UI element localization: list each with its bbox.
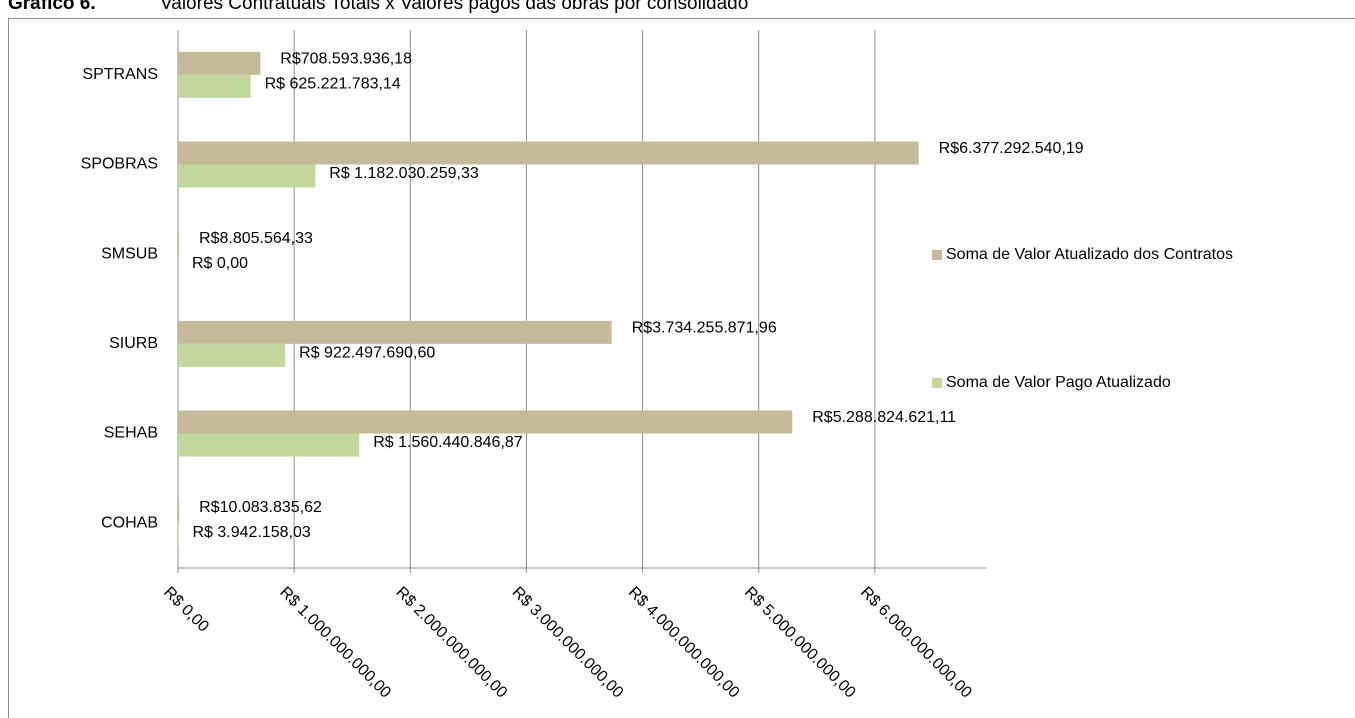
data-label: R$ 625.221.783,14 — [265, 76, 401, 93]
x-tick-label: R$ 0,00 — [160, 584, 212, 636]
x-tick-label: R$ 4.000.000.000,00 — [625, 584, 743, 702]
bar — [178, 433, 360, 457]
data-label: R$ 3.942.158,03 — [192, 524, 310, 541]
chart-title: Gráfico 6. — [8, 0, 96, 14]
data-label: R$ 0,00 — [192, 255, 248, 272]
bar — [178, 231, 180, 255]
chart-subtitle: Valores Contratuais Totais x Valores pag… — [160, 0, 748, 14]
data-label: R$ 1.560.440.846,87 — [373, 434, 523, 451]
bar — [178, 141, 919, 165]
x-tick-label: R$ 6.000.000.000,00 — [857, 584, 975, 702]
bar — [178, 51, 261, 75]
legend-swatch — [932, 378, 942, 388]
bar — [178, 320, 612, 344]
y-tick-label: SMSUB — [101, 245, 158, 262]
bar — [178, 410, 793, 434]
data-label: R$6.377.292.540,19 — [939, 140, 1084, 157]
bar — [178, 164, 316, 188]
y-tick-label: SEHAB — [104, 425, 158, 442]
x-tick-label: R$ 5.000.000.000,00 — [741, 584, 859, 702]
data-label: R$ 922.497.690,60 — [299, 345, 435, 362]
data-label: R$8.805.564,33 — [199, 230, 313, 247]
legend-label: Soma de Valor Pago Atualizado — [946, 374, 1171, 391]
y-tick-label: SPTRANS — [82, 66, 158, 83]
legend-label: Soma de Valor Atualizado dos Contratos — [946, 246, 1233, 263]
chart-frame — [8, 18, 1355, 718]
data-label: R$5.288.824.621,11 — [812, 409, 956, 426]
x-tick-label: R$ 2.000.000.000,00 — [392, 584, 510, 702]
data-label: R$3.734.255.871,96 — [632, 320, 777, 337]
bar — [178, 343, 286, 367]
data-label: R$10.083.835,62 — [199, 499, 322, 516]
data-label: R$ 1.182.030.259,33 — [329, 165, 479, 182]
legend-swatch — [932, 250, 942, 260]
y-tick-label: SPOBRAS — [81, 156, 158, 173]
y-tick-label: SIURB — [109, 335, 158, 352]
x-tick-label: R$ 1.000.000.000,00 — [276, 584, 394, 702]
data-label: R$708.593.936,18 — [280, 51, 412, 68]
y-tick-label: COHAB — [101, 514, 158, 531]
bar — [178, 74, 251, 98]
x-tick-label: R$ 3.000.000.000,00 — [509, 584, 627, 702]
bar — [178, 500, 180, 524]
